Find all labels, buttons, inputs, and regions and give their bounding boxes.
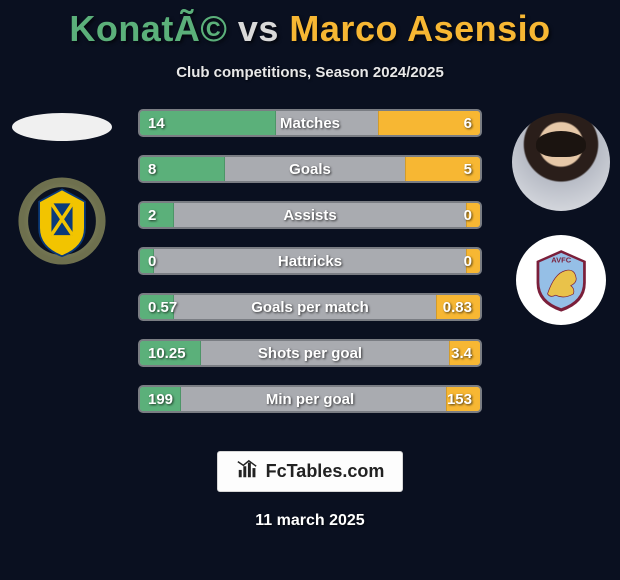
- stat-row: 85Goals: [138, 155, 482, 183]
- watermark-text: FcTables.com: [266, 461, 385, 482]
- title-player1: KonatÃ©: [69, 8, 227, 49]
- watermark: FcTables.com: [217, 451, 404, 492]
- stat-label: Goals: [140, 157, 480, 181]
- title-vs: vs: [238, 8, 279, 49]
- date-label: 11 march 2025: [0, 512, 620, 530]
- stat-label: Min per goal: [140, 387, 480, 411]
- subtitle: Club competitions, Season 2024/2025: [0, 64, 620, 81]
- stat-row: 10.253.4Shots per goal: [138, 339, 482, 367]
- asensio-avatar-icon: [512, 113, 610, 211]
- left-column: [12, 113, 112, 265]
- svg-text:AVFC: AVFC: [551, 255, 571, 264]
- stat-row: 00Hattricks: [138, 247, 482, 275]
- stat-row: 146Matches: [138, 109, 482, 137]
- stat-label: Goals per match: [140, 295, 480, 319]
- footer: FcTables.com: [0, 451, 620, 492]
- stat-row: 0.570.83Goals per match: [138, 293, 482, 321]
- stat-label: Shots per goal: [140, 341, 480, 365]
- right-column: AVFC: [506, 113, 616, 325]
- title-player2: Marco Asensio: [289, 8, 550, 49]
- stat-label: Hattricks: [140, 249, 480, 273]
- aston-villa-crest-icon: AVFC: [516, 235, 606, 325]
- stat-label: Matches: [140, 111, 480, 135]
- page-title: KonatÃ© vs Marco Asensio: [0, 0, 620, 50]
- stat-bars: 146Matches 85Goals 20Assists 00Hattricks 0.5…: [138, 109, 482, 431]
- player1-avatar-placeholder: [12, 113, 112, 141]
- union-sg-crest-icon: [18, 177, 106, 265]
- stat-row: 199153Min per goal: [138, 385, 482, 413]
- comparison-panel: AVFC 146Matches 85Goals 20Assists 00Hattric…: [0, 105, 620, 445]
- stat-row: 20Assists: [138, 201, 482, 229]
- stat-label: Assists: [140, 203, 480, 227]
- bar-chart-icon: [236, 458, 258, 485]
